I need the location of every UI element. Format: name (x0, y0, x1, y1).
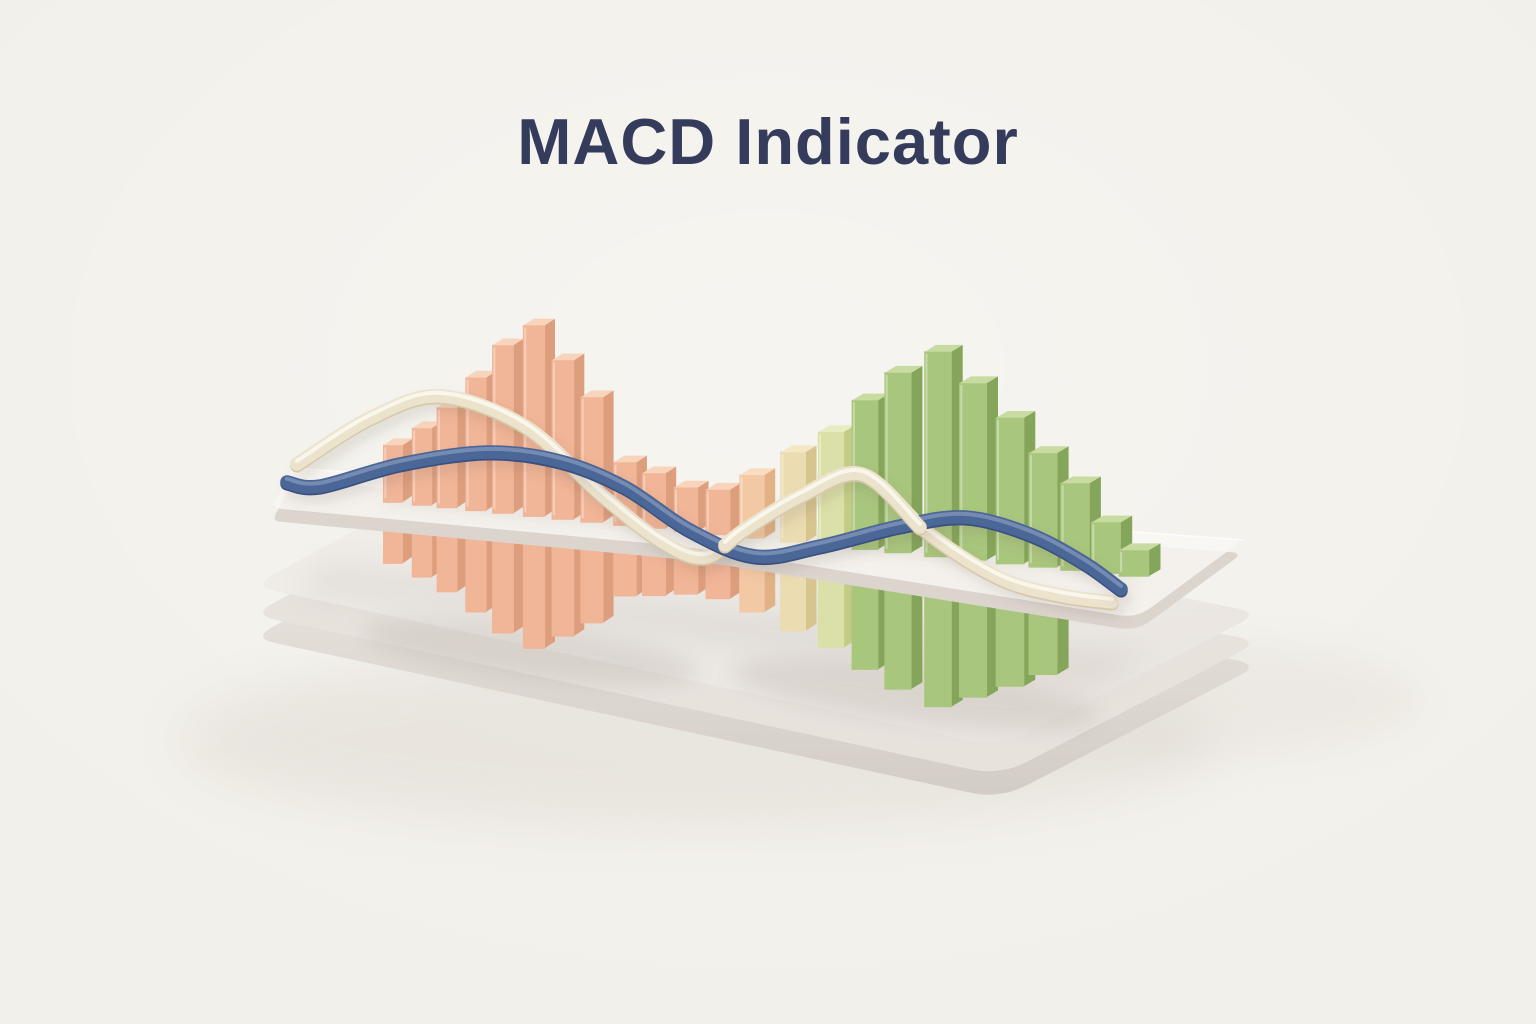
histogram-bar-edge-highlight (740, 477, 743, 535)
histogram-bar-edge-highlight (581, 399, 584, 519)
macd-line-over-segment-body (718, 466, 927, 552)
histogram-bar-top (642, 466, 677, 474)
page-title: MACD Indicator (517, 105, 1019, 178)
histogram-bar-top (818, 425, 855, 432)
histogram-bar-top (552, 353, 585, 361)
histogram-bar-top (492, 338, 524, 346)
histogram-bar-edge-highlight (781, 454, 784, 539)
histogram-bar-top (1091, 515, 1133, 523)
histogram-bar-top (739, 468, 776, 476)
histogram-above-zero (383, 318, 1161, 577)
histogram-bar-edge-highlight (1029, 455, 1032, 564)
histogram-bar-front (1118, 549, 1150, 577)
histogram-bar-front (705, 489, 731, 536)
histogram-bar-top (996, 411, 1036, 418)
histogram-bar-top (465, 370, 497, 378)
histogram-bar-top (1060, 476, 1101, 484)
histogram-bar-top (613, 455, 647, 463)
signal-line (280, 445, 1133, 605)
histogram-bar-top (852, 393, 890, 401)
histogram-bar-edge-highlight (960, 385, 963, 557)
histogram-bar-top (523, 318, 555, 326)
histogram-bar-edge-highlight (1120, 552, 1123, 573)
histogram-bar-side (911, 365, 923, 553)
histogram-bar-top (1029, 446, 1069, 454)
histogram-bar-top (383, 438, 413, 446)
histogram-shadow (361, 618, 699, 686)
histogram-bar-top (580, 390, 614, 398)
histogram-bar-edge-highlight (1061, 485, 1064, 567)
histogram-bar-top (884, 365, 923, 373)
histogram-bar-edge-highlight (925, 353, 928, 553)
histogram-bar-top (780, 445, 817, 453)
macd-line-over-segment (718, 466, 927, 554)
signal-line-highlight (285, 446, 1123, 588)
histogram-bar-edge-highlight (885, 374, 888, 549)
histogram-bar-top (1119, 543, 1161, 551)
histogram-bar-top (706, 482, 741, 490)
macd-line-over-segment-highlight (723, 467, 922, 544)
histogram-bar-front (551, 359, 575, 520)
histogram-shadow (731, 658, 1099, 730)
histogram-bar-edge-highlight (706, 491, 709, 531)
histogram-bar-top (924, 344, 963, 352)
histogram-bar-top (959, 376, 998, 384)
histogram-bar-edge-highlight (466, 379, 469, 507)
histogram-bar-edge-highlight (675, 489, 677, 528)
histogram-bar-edge-highlight (1092, 524, 1095, 570)
histogram-bar-side (730, 482, 741, 535)
signal-line-body (280, 445, 1128, 596)
histogram-bar-top (674, 480, 709, 488)
histogram-bar-edge-highlight (493, 347, 496, 510)
histogram-bar-top (412, 421, 442, 429)
histogram-bar-edge-highlight (552, 362, 555, 516)
histogram-bar-edge-highlight (997, 419, 999, 560)
histogram-bar-side (1148, 543, 1161, 577)
